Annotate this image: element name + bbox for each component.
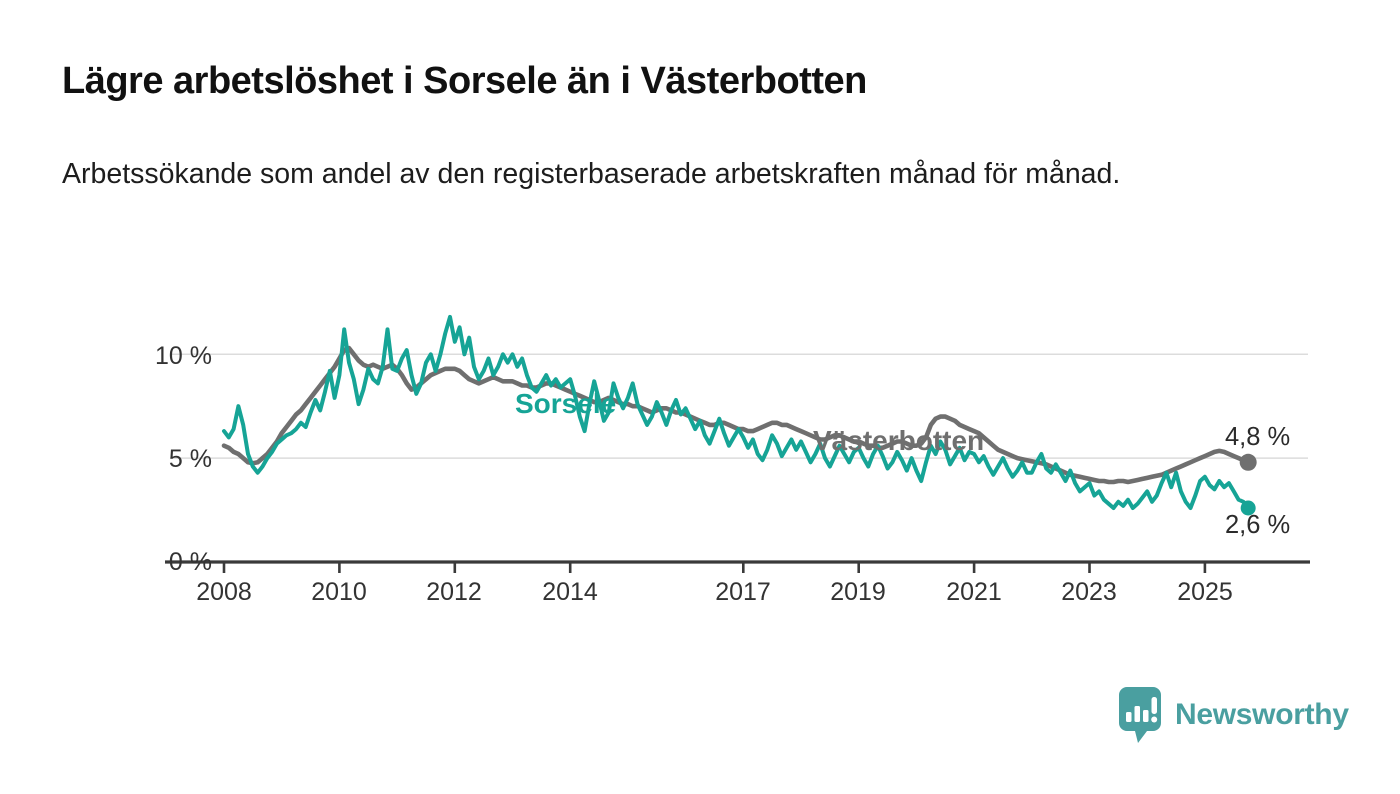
end-value-sorsele: 2,6 % (1225, 511, 1291, 539)
x-axis-tick-label: 2023 (1061, 578, 1117, 606)
x-axis-tick-label: 2017 (715, 578, 771, 606)
vasterbotten-end-dot (1239, 453, 1257, 471)
x-axis-tick-label: 2025 (1177, 578, 1233, 606)
bar-chart-speech-bubble-icon (1119, 687, 1161, 743)
series-label-sorsele: Sorsele (515, 388, 617, 419)
newsworthy-logo-text: Newsworthy (1175, 698, 1349, 731)
newsworthy-logo: Newsworthy (1115, 685, 1349, 745)
sorsele-end-dot (1240, 500, 1256, 516)
page-subtitle: Arbetssökande som andel av den registerb… (62, 158, 1121, 190)
x-axis-tick-label: 2012 (426, 578, 482, 606)
x-axis-tick-label: 2014 (542, 578, 598, 606)
x-axis-tick-label: 2008 (196, 578, 252, 606)
page-title: Lägre arbetslöshet i Sorsele än i Väster… (62, 60, 867, 102)
y-axis-tick-label: 5 % (168, 445, 212, 473)
y-axis-tick-label: 0 % (168, 548, 212, 576)
series-label-vasterbotten: Västerbotten (813, 425, 985, 456)
y-axis-tick-label: 10 % (155, 342, 212, 370)
x-axis-tick-label: 2021 (946, 578, 1002, 606)
vasterbotten-line (221, 345, 1251, 485)
end-value-vasterbotten: 4,8 % (1225, 423, 1291, 451)
x-axis-tick-label: 2019 (830, 578, 886, 606)
x-axis-tick-label: 2010 (311, 578, 367, 606)
sorsele-line (222, 314, 1251, 510)
